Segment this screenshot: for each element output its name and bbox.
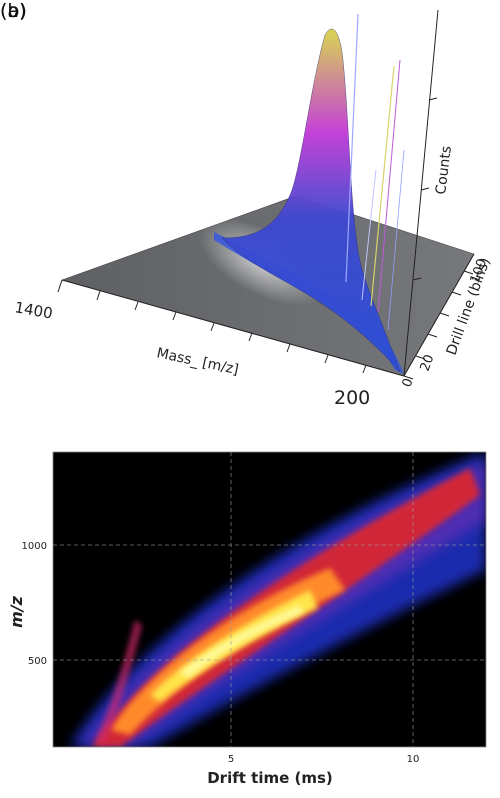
x-axis-line [61,279,405,377]
y-axis-ticks [403,270,474,380]
y-tick-label: 1000 [22,541,47,552]
panel-a-label: (a) [0,0,27,22]
surface-spike [345,13,359,283]
panel-b-label: (b) [0,0,27,22]
z-axis-line [403,9,439,377]
x-axis-ticks [57,279,367,374]
surface-spike [377,59,401,313]
y-tick-label: 500 [28,656,47,667]
y-tick-label: 0 [400,376,417,389]
surface-plot: 1400 200 Mass_ [m/z] 0 20 100 Drill line… [13,9,494,409]
heatmap-chart: 1000 500 5 10 Drift time (ms) m/z [7,451,487,787]
grid-lines [53,452,486,747]
y-axis-line [403,253,475,377]
x-axis-label: Mass_ [m/z] [155,345,240,378]
surface-spike [370,65,395,307]
y-axis-label: m/z [7,595,26,628]
heatmap-plume [70,452,486,747]
x-axis-label: Drift time (ms) [207,769,333,787]
z-axis-label: Counts [433,145,455,195]
x-tick-label: 5 [228,754,234,765]
plot-frame [52,451,487,748]
surface-spike [387,149,405,331]
x-tick-label: 10 [407,754,420,765]
y-tick-label: 20 [418,353,438,374]
x-tick-label: 200 [334,387,370,409]
surface-spike [361,169,377,301]
x-tick-label: 1400 [13,298,54,322]
z-axis-ticks [412,97,438,281]
